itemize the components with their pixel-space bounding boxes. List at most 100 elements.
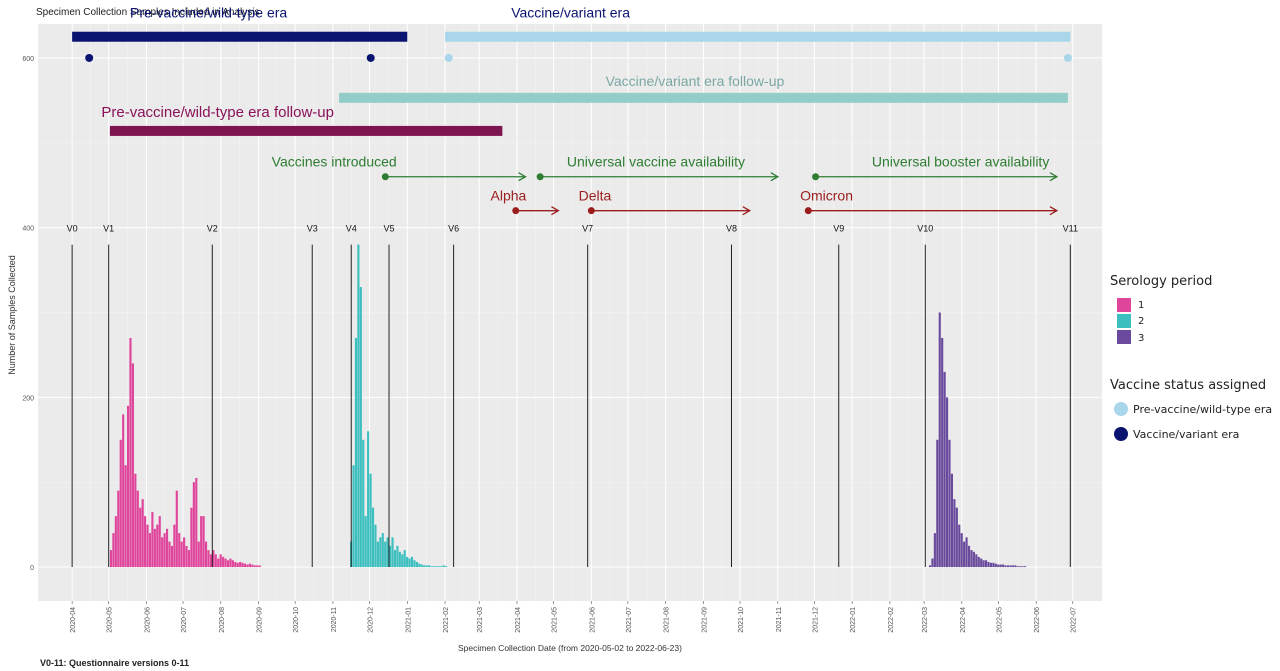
bar-series-2 (396, 545, 399, 568)
bar-series-1 (178, 533, 181, 568)
x-tick-label: 2022-07 (1071, 607, 1078, 633)
bar-series-2 (393, 550, 397, 568)
x-tick-label: 2022-01 (850, 607, 857, 633)
bar-series-1 (207, 550, 210, 568)
bar-series-3 (1002, 564, 1005, 568)
bar-series-1 (229, 558, 232, 568)
y-tick-label: 600 (22, 56, 34, 63)
bar-series-3 (1004, 565, 1007, 568)
bar-series-1 (212, 550, 215, 568)
x-tick-label: 2021-10 (738, 607, 745, 633)
milestone-arrowhead (1049, 172, 1059, 182)
bar-series-1 (173, 524, 176, 568)
bar-series-1 (170, 545, 173, 568)
bar-series-3 (928, 565, 932, 568)
legend-vaccine-label-pre: Pre-vaccine/wild-type era (1133, 403, 1272, 416)
bar-series-2 (425, 565, 428, 568)
bar-series-3 (1014, 565, 1017, 568)
x-tick-label: 2020-06 (144, 607, 151, 633)
bar-series-1 (187, 550, 191, 568)
bar-series-2 (359, 287, 362, 568)
milestone-label: Omicron (800, 188, 853, 204)
bar-series-2 (423, 565, 426, 568)
bar-series-3 (1009, 565, 1012, 568)
bar-series-2 (442, 565, 445, 568)
bar-series-2 (371, 507, 375, 568)
milestone-arrowhead (518, 172, 527, 182)
legend-swatch-1 (1117, 298, 1131, 312)
era-point (444, 53, 453, 62)
milestone-arrowhead (551, 206, 560, 216)
bar-series-3 (1019, 566, 1022, 568)
era-bar (339, 92, 1068, 103)
x-tick-label: 2020-08 (219, 607, 226, 633)
bar-series-3 (967, 545, 971, 568)
x-tick-label: 2021-01 (405, 607, 412, 633)
bar-series-1 (258, 565, 261, 568)
bar-series-2 (403, 550, 406, 568)
era-point (1063, 53, 1072, 62)
bar-series-2 (437, 566, 440, 568)
bar-series-1 (112, 533, 115, 568)
bar-series-1 (124, 465, 127, 568)
bar-series-3 (963, 541, 966, 568)
milestone-point (381, 173, 389, 181)
bar-series-1 (226, 560, 230, 568)
x-tick-label: 2020-05 (107, 607, 114, 633)
bar-series-1 (165, 528, 169, 568)
bar-series-1 (129, 337, 132, 568)
bar-series-2 (418, 563, 421, 568)
bar-series-2 (352, 465, 355, 568)
bar-series-3 (989, 562, 993, 568)
milestone-point (536, 173, 544, 181)
milestone-arrowhead (770, 172, 780, 182)
bar-series-3 (950, 473, 954, 568)
bar-series-1 (136, 490, 139, 568)
bar-series-1 (224, 558, 227, 568)
bar-series-1 (183, 537, 186, 568)
bar-series-3 (965, 537, 968, 568)
bar-series-1 (168, 541, 171, 568)
plot-area: 0 200 400 600 2020-04 2020-05 2020-06 2020-07 20… (22, 5, 1102, 633)
bar-series-3 (955, 507, 958, 568)
bar-series-1 (246, 564, 249, 568)
bar-series-2 (415, 561, 418, 568)
bar-series-1 (161, 537, 164, 568)
bar-series-1 (117, 490, 120, 568)
bar-series-1 (231, 560, 234, 568)
version-label: V3 (307, 224, 318, 234)
bar-series-2 (432, 566, 436, 568)
legend-label-3: 3 (1138, 333, 1144, 344)
milestone-point (587, 207, 595, 215)
bar-series-3 (972, 551, 975, 568)
x-tick-label: 2022-06 (1034, 607, 1041, 633)
bar-series-2 (369, 473, 372, 568)
bar-series-2 (435, 566, 438, 568)
bar-series-1 (200, 516, 203, 568)
bar-series-3 (980, 558, 983, 568)
bar-series-3 (997, 564, 1000, 568)
bar-series-1 (239, 561, 242, 568)
bar-series-3 (1011, 565, 1014, 568)
bar-series-3 (936, 439, 939, 568)
bar-series-1 (109, 550, 113, 568)
era-bar (445, 31, 1071, 42)
era-bar (109, 125, 503, 136)
bar-series-2 (406, 556, 409, 568)
bar-series-1 (156, 524, 159, 568)
bar-series-1 (241, 562, 244, 568)
bar-series-3 (999, 564, 1002, 568)
bar-series-1 (185, 545, 188, 568)
x-tick-label: 2021-03 (477, 607, 484, 633)
bar-series-3 (953, 499, 956, 568)
milestone-point (512, 207, 520, 215)
milestone-label: Vaccines introduced (272, 154, 397, 170)
bar-series-3 (943, 371, 946, 568)
x-tick-label: 2022-03 (922, 607, 929, 633)
bar-series-1 (248, 563, 251, 568)
bar-series-1 (204, 541, 208, 568)
version-label: V0 (67, 224, 78, 234)
bar-series-1 (146, 524, 149, 568)
milestone-label: Universal booster availability (872, 154, 1049, 170)
bar-series-2 (379, 537, 382, 568)
